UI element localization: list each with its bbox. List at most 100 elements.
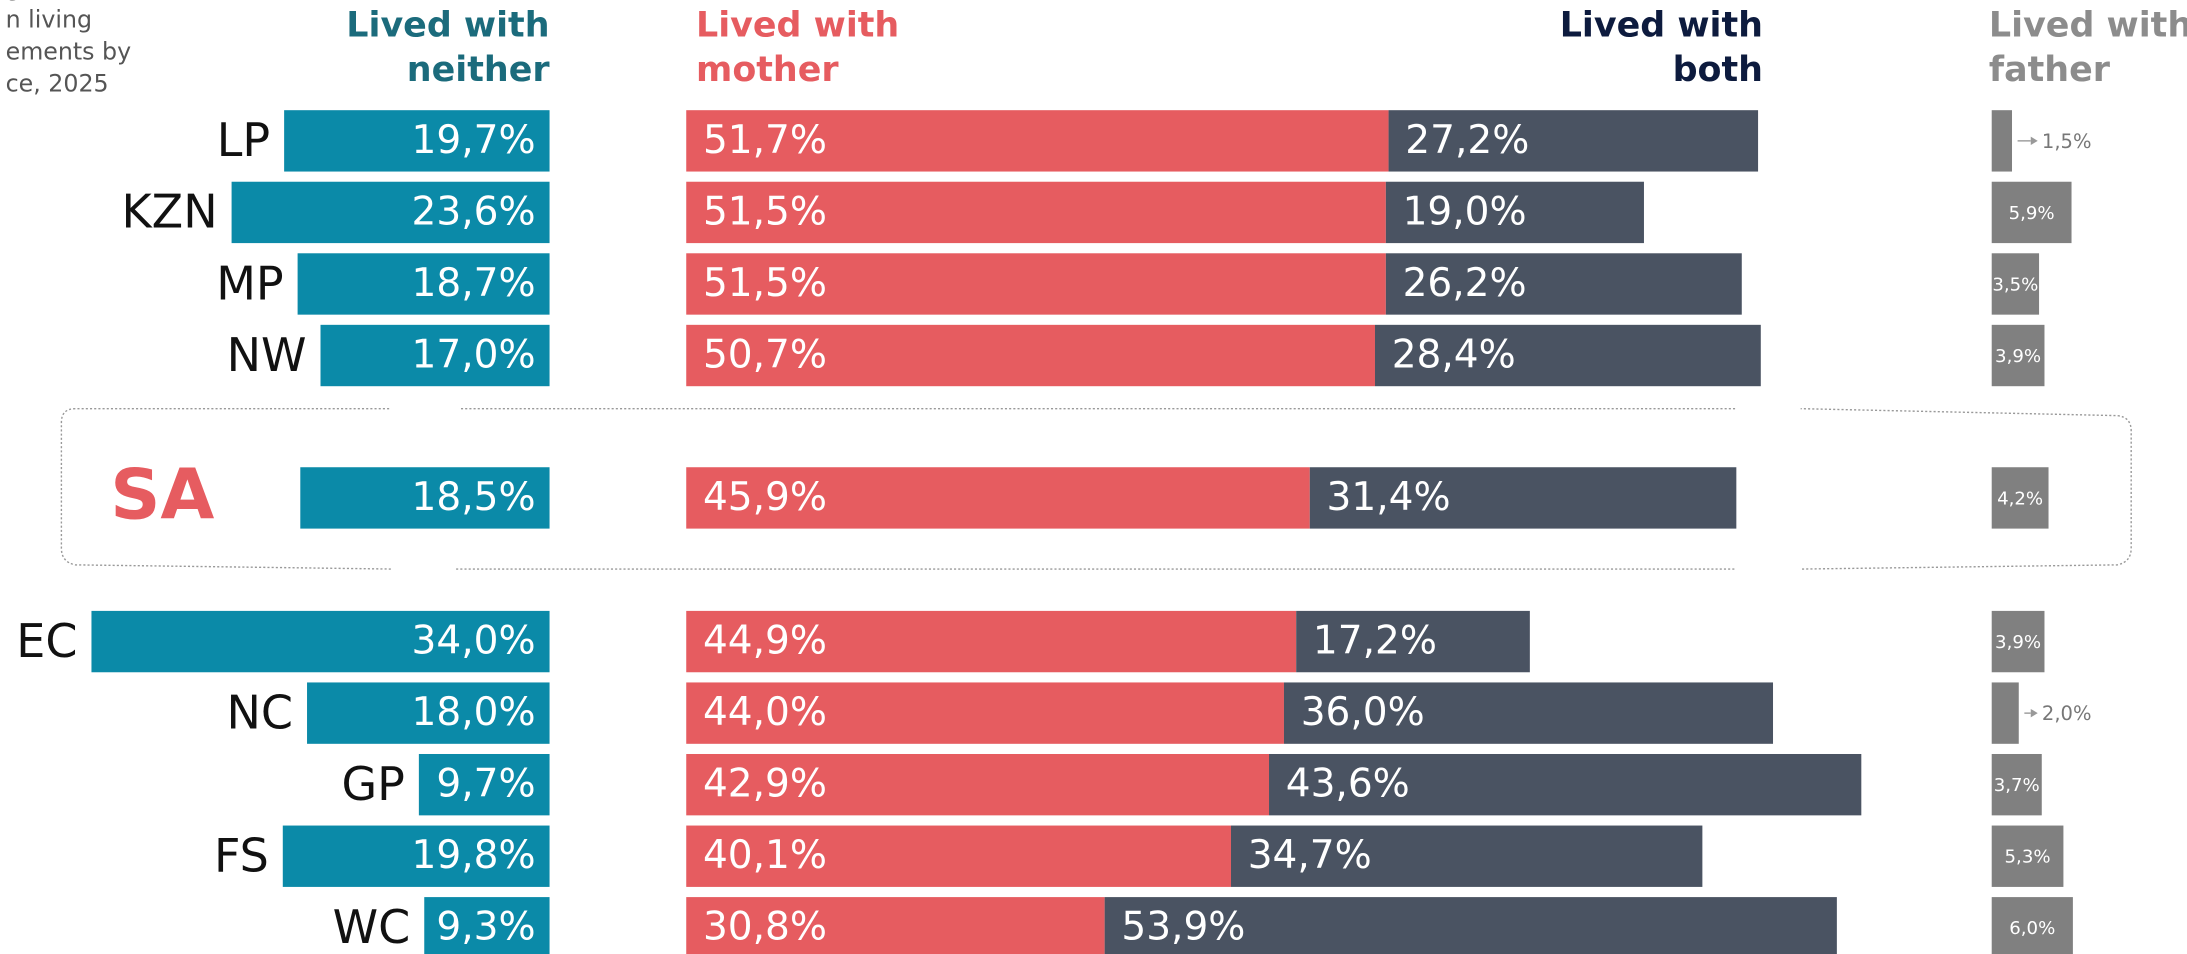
bar <box>282 825 550 887</box>
value-label: 51,7% <box>703 118 827 163</box>
bar <box>686 324 1375 387</box>
value-label: 5,9% <box>2009 203 2055 224</box>
chart-title: n living <box>6 5 92 33</box>
value-label: 4,2% <box>1997 488 2043 509</box>
value-label: 43,6% <box>1286 762 1410 807</box>
value-label: 3,9% <box>1995 346 2041 367</box>
series-header: both <box>1673 50 1763 90</box>
bar <box>686 181 1386 244</box>
value-label: 6,0% <box>2009 918 2055 939</box>
category-label: NW <box>227 328 307 382</box>
series-header: Lived with <box>1989 6 2187 46</box>
series-header: neither <box>407 50 551 90</box>
value-label: 28,4% <box>1392 332 1516 377</box>
value-label: 18,7% <box>412 261 536 306</box>
value-label: 42,9% <box>703 762 827 807</box>
bar <box>231 181 550 244</box>
bar <box>1991 682 2019 744</box>
value-label: 34,7% <box>1248 833 1372 878</box>
value-label: 36,0% <box>1301 690 1425 735</box>
bar <box>686 110 1389 172</box>
bar <box>1991 110 2013 172</box>
bar <box>1991 825 2064 887</box>
value-label: 18,0% <box>412 690 536 735</box>
bar <box>1991 897 2073 954</box>
bar <box>424 897 550 954</box>
value-label: 44,9% <box>703 618 827 663</box>
bar <box>284 110 550 172</box>
bar <box>686 682 1284 744</box>
bar <box>300 467 550 529</box>
chart-title: g <box>6 0 21 1</box>
bar <box>297 253 550 315</box>
value-label: 9,3% <box>436 905 535 950</box>
value-label: 19,0% <box>1403 189 1527 234</box>
bar <box>91 610 550 673</box>
value-label: 17,2% <box>1313 618 1437 663</box>
bar <box>1230 825 1703 887</box>
category-label: FS <box>214 829 269 883</box>
category-label: SA <box>110 454 214 535</box>
value-label: 31,4% <box>1327 475 1451 520</box>
value-label: 19,7% <box>412 118 536 163</box>
category-label: LP <box>217 113 270 167</box>
series-header: Lived with <box>1560 6 1763 46</box>
category-label: WC <box>333 900 411 954</box>
bar <box>418 753 550 816</box>
value-label: 23,6% <box>412 189 536 234</box>
bar <box>320 324 550 387</box>
value-label: 27,2% <box>1405 118 1529 163</box>
value-label: 18,5% <box>412 475 536 520</box>
value-label: 51,5% <box>703 189 827 234</box>
highlight-frame <box>60 407 2132 570</box>
bar <box>686 610 1297 673</box>
value-label: 51,5% <box>703 261 827 306</box>
value-label: 19,8% <box>412 833 536 878</box>
category-label: GP <box>341 757 404 811</box>
bar <box>686 897 1105 954</box>
bar <box>1991 753 2042 816</box>
chart-title: ce, 2025 <box>6 70 109 98</box>
value-label: 1,5% <box>2042 130 2092 153</box>
bar <box>686 253 1386 315</box>
bar <box>1991 324 2045 387</box>
value-label: 3,5% <box>1992 274 2038 295</box>
bar <box>686 467 1310 529</box>
bar <box>1269 753 1862 816</box>
bar <box>1991 253 2040 315</box>
value-label: 5,3% <box>2005 847 2051 868</box>
callout-arrow <box>2030 136 2038 146</box>
value-label: 9,7% <box>436 762 535 807</box>
series-header: Lived with <box>346 6 549 46</box>
series-header: father <box>1989 50 2111 90</box>
category-label: MP <box>216 256 283 310</box>
value-label: 3,9% <box>1995 632 2041 653</box>
value-label: 30,8% <box>703 905 827 950</box>
bar <box>1309 467 1737 529</box>
bar <box>1296 610 1530 673</box>
bar <box>1991 610 2045 673</box>
bar <box>307 682 550 744</box>
bar <box>1374 324 1761 387</box>
value-label: 44,0% <box>703 690 827 735</box>
value-label: 34,0% <box>412 618 536 663</box>
value-label: 53,9% <box>1121 905 1245 950</box>
bar <box>686 825 1231 887</box>
bar <box>686 753 1270 816</box>
bar <box>1385 253 1742 315</box>
bar <box>1385 181 1644 244</box>
value-label: 17,0% <box>412 332 536 377</box>
chart-title: ements by <box>6 38 132 66</box>
bar <box>1991 467 2049 529</box>
bar <box>1388 110 1759 172</box>
value-label: 50,7% <box>703 332 827 377</box>
category-label: NC <box>227 685 294 739</box>
callout-arrow <box>2030 708 2038 718</box>
bar <box>1283 682 1774 744</box>
category-label: KZN <box>122 185 218 239</box>
series-header: Lived with <box>696 6 899 46</box>
value-label: 3,7% <box>1994 775 2040 796</box>
bar <box>1991 181 2072 244</box>
value-label: 45,9% <box>703 475 827 520</box>
